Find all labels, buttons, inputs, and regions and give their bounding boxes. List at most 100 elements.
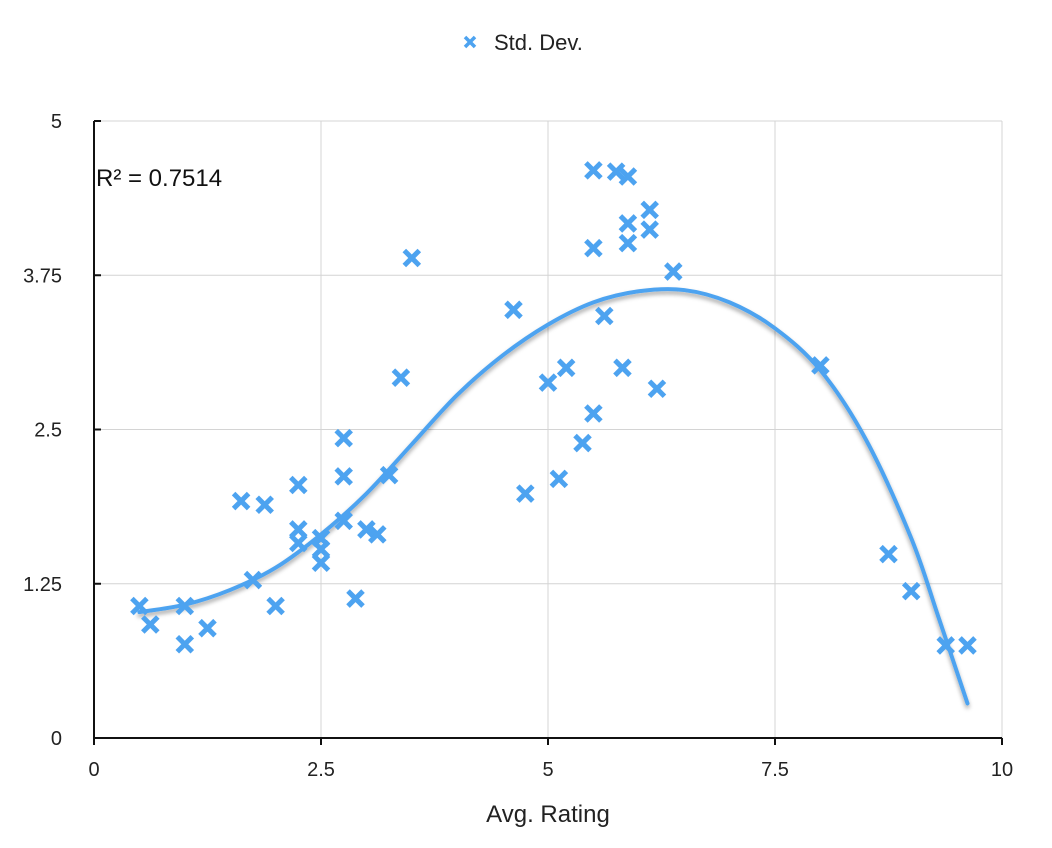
marker-stroke	[618, 214, 638, 233]
marker-stroke	[334, 511, 353, 531]
data-point	[618, 167, 638, 186]
data-point	[647, 379, 667, 399]
grid	[94, 120, 1003, 738]
y-tick-label: 3.75	[23, 265, 62, 287]
marker-stroke	[391, 368, 411, 387]
x-tick-label: 7.5	[761, 759, 789, 781]
legend: Std. Dev.	[463, 30, 583, 55]
marker-stroke	[504, 300, 523, 320]
marker-stroke	[368, 525, 387, 544]
marker-stroke	[243, 570, 263, 590]
marker-stroke	[289, 533, 308, 553]
marker-stroke	[664, 262, 683, 281]
marker-stroke	[141, 615, 160, 634]
marker-stroke	[595, 306, 614, 326]
y-tick-label: 0	[51, 728, 62, 750]
data-point	[311, 553, 331, 573]
data-point	[958, 636, 977, 655]
data-point	[584, 404, 603, 423]
data-point	[346, 589, 365, 608]
data-point	[334, 511, 353, 531]
marker-stroke	[811, 356, 830, 375]
marker-stroke	[647, 379, 667, 399]
data-point	[595, 306, 614, 326]
marker-stroke	[334, 467, 353, 486]
legend-label: Std. Dev.	[494, 30, 583, 55]
marker-stroke	[573, 433, 592, 453]
x-tick-label: 10	[991, 759, 1013, 781]
data-point	[664, 262, 683, 281]
data-points	[130, 161, 977, 655]
marker-stroke	[613, 358, 632, 378]
data-point	[334, 467, 353, 486]
marker-stroke	[231, 491, 251, 511]
data-point	[368, 525, 387, 544]
marker-stroke	[334, 428, 353, 448]
marker-stroke	[901, 581, 921, 601]
marker-stroke	[311, 539, 331, 559]
data-point	[556, 358, 576, 378]
y-axis-ticks: 0 1.25 2.5 3.75 5	[23, 111, 101, 750]
legend-marker-x	[463, 35, 477, 49]
data-point	[640, 200, 659, 220]
marker-stroke	[584, 404, 603, 423]
marker-stroke	[958, 636, 977, 655]
marker-stroke	[130, 596, 149, 616]
data-point	[613, 358, 632, 378]
data-point	[266, 596, 285, 616]
marker-stroke	[379, 465, 399, 485]
marker-stroke	[255, 495, 274, 515]
data-point	[538, 373, 558, 392]
marker-stroke	[640, 220, 659, 239]
data-point	[130, 596, 149, 616]
data-point	[198, 618, 217, 638]
data-point	[811, 356, 830, 375]
data-point	[379, 465, 399, 485]
marker-stroke	[198, 618, 217, 638]
data-point	[255, 495, 274, 515]
data-point	[879, 544, 898, 564]
marker-stroke	[516, 484, 535, 503]
marker-stroke	[311, 553, 331, 573]
data-point	[402, 248, 422, 268]
y-tick-label: 2.5	[34, 420, 62, 442]
data-point	[936, 636, 955, 655]
data-point	[504, 300, 523, 320]
data-point	[549, 469, 569, 489]
marker-stroke	[289, 520, 308, 539]
data-point	[901, 581, 921, 601]
marker-stroke	[175, 596, 195, 616]
data-point	[231, 491, 251, 511]
marker-stroke	[175, 634, 195, 654]
y-tick-label: 1.25	[23, 574, 62, 596]
data-point	[606, 162, 626, 181]
trendline	[137, 287, 970, 706]
data-point	[175, 596, 195, 616]
data-point	[618, 214, 638, 233]
marker-stroke	[936, 636, 955, 655]
x-axis-ticks: 0 2.5 5 7.5 10	[88, 738, 1013, 781]
data-point	[289, 533, 308, 553]
r-squared-annotation: R² = 0.7514	[96, 165, 222, 192]
data-point	[243, 570, 263, 590]
data-point	[573, 433, 592, 453]
marker-stroke	[357, 520, 376, 539]
data-point	[640, 220, 659, 239]
marker-stroke	[606, 162, 626, 181]
marker-stroke	[402, 248, 422, 268]
marker-stroke	[584, 161, 603, 180]
marker-stroke	[618, 233, 638, 253]
marker-stroke	[266, 596, 285, 616]
x-tick-label: 2.5	[307, 759, 335, 781]
marker-stroke	[556, 358, 576, 378]
marker-stroke	[289, 475, 308, 495]
data-point	[289, 520, 308, 539]
data-point	[311, 539, 331, 559]
marker-stroke	[463, 35, 477, 49]
marker-stroke	[584, 238, 603, 258]
marker-stroke	[549, 469, 569, 489]
data-point	[584, 161, 603, 180]
marker-stroke	[640, 200, 659, 220]
data-point	[357, 520, 376, 539]
